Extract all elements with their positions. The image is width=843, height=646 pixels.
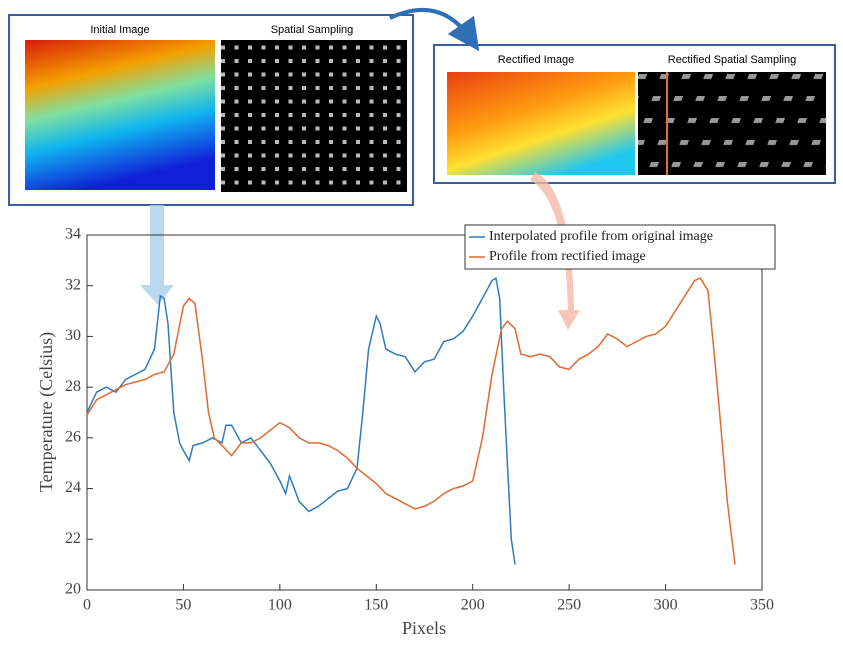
y-axis-label: Temperature (Celsius) — [36, 332, 57, 492]
x-tick-label: 0 — [83, 597, 91, 614]
y-tick-label: 24 — [65, 479, 81, 496]
y-tick-label: 30 — [65, 327, 81, 344]
x-axis-label: Pixels — [402, 618, 446, 638]
y-tick-label: 22 — [65, 530, 81, 547]
x-tick-label: 50 — [175, 597, 191, 614]
inset-title: Initial Image — [90, 24, 149, 36]
inset-title: Rectified Image — [498, 54, 574, 66]
inset-title: Spatial Sampling — [271, 24, 354, 36]
legend-box — [464, 224, 776, 270]
legend-label: Interpolated profile from original image — [489, 229, 713, 244]
y-tick-label: 20 — [65, 581, 81, 598]
plot-area — [86, 234, 763, 591]
x-tick-label: 200 — [461, 597, 485, 614]
x-tick-label: 100 — [268, 597, 292, 614]
x-tick-label: 300 — [654, 597, 678, 614]
inset-left: Initial Image Spatial Sampling — [8, 14, 414, 206]
y-tick-label: 28 — [65, 378, 81, 395]
line — [86, 276, 516, 565]
line — [86, 277, 736, 565]
x-tick-label: 250 — [557, 597, 581, 614]
inset-right: Rectified Image Rectified Spatial Sampli… — [433, 44, 836, 184]
y-tick-label: 26 — [65, 429, 81, 446]
y-tick-label: 32 — [65, 276, 81, 293]
legend-label: Profile from rectified image — [489, 249, 646, 264]
y-tick-label: 34 — [65, 226, 81, 243]
arrow — [530, 172, 580, 330]
x-tick-label: 150 — [364, 597, 388, 614]
arrow — [389, 8, 480, 52]
arrow — [140, 205, 174, 305]
x-tick-label: 350 — [750, 597, 774, 614]
inset-title: Rectified Spatial Sampling — [668, 54, 796, 66]
